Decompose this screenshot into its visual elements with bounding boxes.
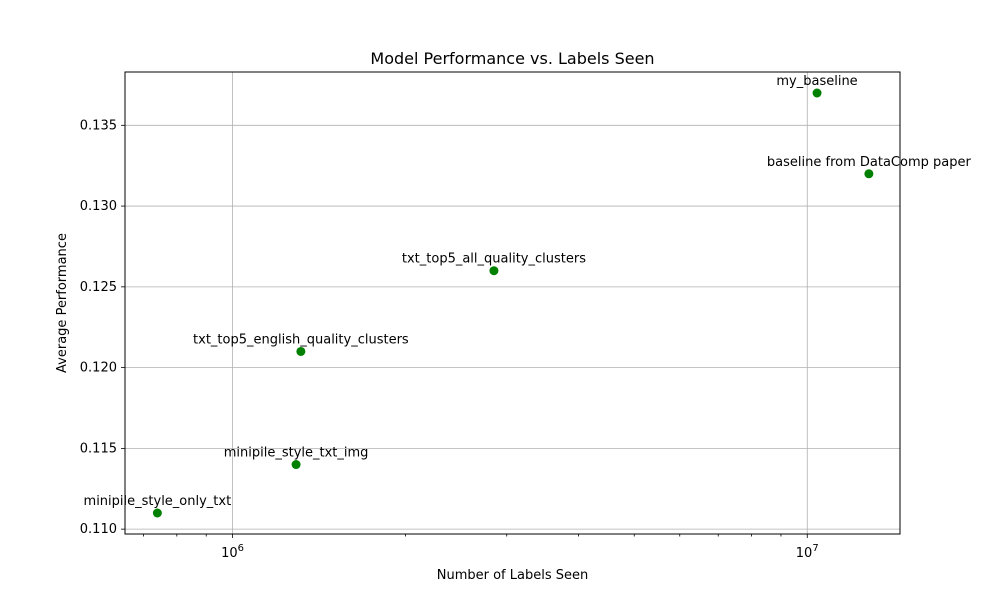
plot-area-frame [124,71,901,535]
axis-ticks: 106 107 0.110 0.115 0.120 0.125 0.130 0.135 [80,118,819,561]
y-tick-label: 0.110 [80,522,117,537]
data-point-label: txt_top5_english_quality_clusters [193,332,409,347]
data-point [489,266,499,276]
x-tick-label: 107 [796,543,819,561]
data-point-label: txt_top5_all_quality_clusters [402,252,586,267]
y-tick-label: 0.120 [80,361,117,376]
x-tick-label: 106 [221,543,244,561]
data-point-label: minipile_style_txt_img [224,446,369,461]
data-point [152,508,162,518]
data-point [812,88,822,98]
data-point-label: baseline from DataComp paper [767,155,972,170]
x-axis-label: Number of Labels Seen [437,568,588,583]
data-point [291,460,301,470]
data-labels: minipile_style_only_txt minipile_style_tx… [84,74,972,509]
grid-lines [125,72,900,534]
y-tick-label: 0.130 [80,199,117,214]
y-tick-label: 0.125 [80,280,117,295]
data-points [152,88,874,518]
y-tick-label: 0.115 [80,441,117,456]
data-point-label: minipile_style_only_txt [84,494,232,509]
chart-title: Model Performance vs. Labels Seen [370,49,654,68]
y-tick-label: 0.135 [80,118,117,133]
y-axis-label: Average Performance [55,233,70,373]
data-point-label: my_baseline [776,74,857,89]
data-point [864,169,874,179]
data-point [296,346,306,356]
